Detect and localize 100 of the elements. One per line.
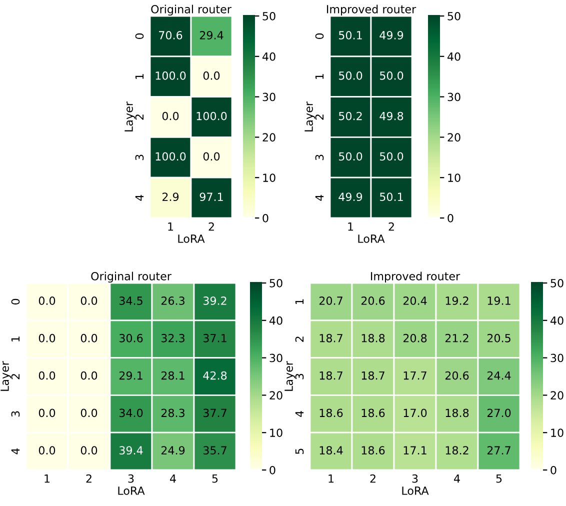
- y-tick-label: 3: [315, 154, 324, 160]
- data-label: 0.0: [203, 152, 220, 161]
- color-bar-label: 40: [550, 316, 564, 325]
- y-tick-label: 3: [295, 374, 304, 380]
- data-label: 34.0: [119, 408, 143, 418]
- data-label: 27.7: [487, 446, 510, 454]
- data-label: 49.9: [380, 31, 404, 40]
- data-label: 39.2: [203, 296, 226, 305]
- data-label: 100.0: [196, 112, 227, 120]
- data-label: 18.6: [320, 408, 343, 418]
- color-bar-label: 30: [448, 92, 460, 102]
- data-label: 20.8: [403, 334, 427, 342]
- data-label: 18.6: [362, 446, 385, 455]
- color-bar-label: 50: [448, 12, 460, 20]
- data-label: 2.9: [162, 192, 179, 202]
- data-label: 49.8: [380, 112, 404, 120]
- y-axis-title: Layer: [284, 361, 296, 391]
- data-label: 24.9: [161, 446, 185, 455]
- y-tick-label: 5: [295, 448, 304, 454]
- color-bar-label: 0: [270, 466, 276, 474]
- y-tick-label: 1: [11, 336, 20, 342]
- x-axis-title: LoRA: [402, 486, 429, 495]
- data-label: 0.0: [203, 71, 220, 80]
- data-label: 28.1: [161, 371, 184, 380]
- y-tick-label: 4: [295, 410, 304, 417]
- color-bar-label: 30: [270, 354, 282, 362]
- data-label: 18.2: [446, 446, 468, 455]
- data-label: 17.7: [404, 371, 426, 380]
- x-tick-label: 5: [496, 474, 502, 483]
- data-label: 29.4: [200, 31, 224, 40]
- data-label: 35.7: [203, 446, 226, 455]
- data-label: 0.0: [38, 296, 56, 305]
- data-label: 0.0: [38, 446, 56, 455]
- data-label: 49.9: [338, 192, 362, 202]
- x-tick-label: 2: [370, 474, 376, 483]
- data-label: 19.2: [446, 296, 468, 305]
- data-label: 0.0: [80, 408, 98, 418]
- chart-title: Original router: [91, 272, 172, 283]
- y-tick-label: 1: [315, 74, 324, 79]
- y-tick-label: 1: [135, 74, 144, 79]
- data-label: 50.1: [338, 31, 362, 40]
- color-bar-label: 10: [263, 174, 276, 182]
- x-tick-label: 1: [44, 474, 50, 483]
- x-tick-label: 1: [328, 474, 334, 483]
- chart-title: Improved router: [326, 4, 416, 16]
- x-tick-label: 3: [412, 474, 418, 483]
- data-label: 37.1: [203, 334, 226, 342]
- data-label: 0.0: [38, 408, 56, 418]
- data-label: 0.0: [38, 334, 56, 342]
- y-tick-label: 4: [135, 194, 144, 201]
- data-label: 70.6: [159, 31, 182, 40]
- data-label: 18.7: [320, 371, 342, 380]
- x-tick-label: 2: [86, 474, 92, 483]
- data-label: 37.7: [203, 408, 226, 418]
- color-bar-label: 10: [448, 174, 460, 182]
- data-label: 0.0: [80, 446, 98, 455]
- x-tick-label: 1: [168, 222, 174, 231]
- color-bar-label: 40: [269, 316, 282, 325]
- data-label: 32.3: [161, 334, 184, 342]
- data-label: 18.8: [362, 334, 385, 342]
- chart-title: Original router: [151, 4, 232, 16]
- data-label: 18.7: [320, 334, 342, 342]
- data-label: 50.2: [338, 112, 362, 120]
- data-label: 24.4: [487, 371, 511, 380]
- y-tick-label: 0: [315, 33, 324, 39]
- y-tick-label: 2: [135, 114, 144, 120]
- y-tick-label: 3: [11, 411, 20, 417]
- data-label: 20.7: [319, 296, 342, 305]
- x-axis-title: LoRA: [358, 234, 385, 243]
- data-label: 21.2: [445, 334, 468, 342]
- data-label: 26.3: [161, 296, 184, 305]
- y-tick-label: 1: [295, 299, 304, 304]
- data-label: 18.7: [362, 371, 384, 380]
- data-label: 0.0: [80, 296, 98, 305]
- data-label: 17.1: [404, 446, 426, 454]
- y-axis-title: Layer: [124, 102, 136, 132]
- data-label: 42.8: [203, 371, 227, 380]
- x-tick-label: 3: [128, 474, 134, 483]
- color-bar-label: 20: [550, 391, 564, 400]
- color-bar-label: 10: [551, 428, 564, 437]
- data-label: 34.5: [119, 296, 142, 305]
- data-label: 100.0: [156, 71, 186, 80]
- color-bar-label: 40: [447, 52, 460, 61]
- y-tick-label: 2: [295, 336, 304, 342]
- data-label: 20.6: [361, 296, 385, 305]
- color-bar-label: 0: [448, 214, 454, 222]
- color-bar-label: 0: [550, 466, 556, 474]
- data-label: 20.4: [403, 296, 427, 305]
- data-label: 17.0: [404, 408, 427, 418]
- y-axis-title: Layer: [0, 361, 12, 391]
- x-axis-title: LoRA: [178, 234, 205, 243]
- data-label: 18.6: [362, 408, 385, 418]
- color-bar-label: 50: [270, 278, 282, 288]
- color-bar-label: 30: [262, 92, 276, 102]
- data-label: 18.4: [320, 446, 343, 455]
- x-tick-label: 1: [348, 222, 354, 231]
- y-tick-label: 4: [315, 194, 324, 201]
- color-bar-label: 30: [550, 354, 564, 362]
- color-bar-label: 50: [262, 12, 276, 20]
- data-label: 27.0: [487, 408, 511, 418]
